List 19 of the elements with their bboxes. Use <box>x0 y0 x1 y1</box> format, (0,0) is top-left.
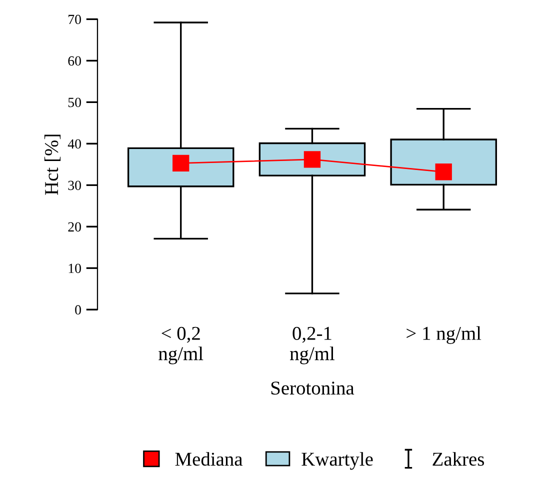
x-axis-title: Serotonina <box>271 382 354 395</box>
y-tick-label: 10 <box>68 264 81 274</box>
legend-label: Kwartyle <box>302 452 373 470</box>
x-tick-label: 0,2-1 ng/ml <box>290 326 335 364</box>
y-tick-label: 20 <box>68 222 81 232</box>
y-tick-label: 30 <box>68 180 81 190</box>
point <box>172 154 190 172</box>
legend-label: Mediana <box>175 452 243 466</box>
point <box>304 151 321 168</box>
y-tick-label: 50 <box>68 98 81 108</box>
y-tick-label: 60 <box>68 56 81 66</box>
y-tick-label: 70 <box>68 14 81 24</box>
text: Zakres <box>432 452 484 466</box>
y-tick-label: 0 <box>75 305 81 315</box>
x-tick-label: < 0,2 ng/ml <box>158 326 204 364</box>
point <box>435 164 452 180</box>
y-axis-title: Hct [%] <box>44 134 61 195</box>
y-tick-label: 40 <box>68 139 81 149</box>
x-tick-label: > 1 ng/ml <box>406 326 482 344</box>
